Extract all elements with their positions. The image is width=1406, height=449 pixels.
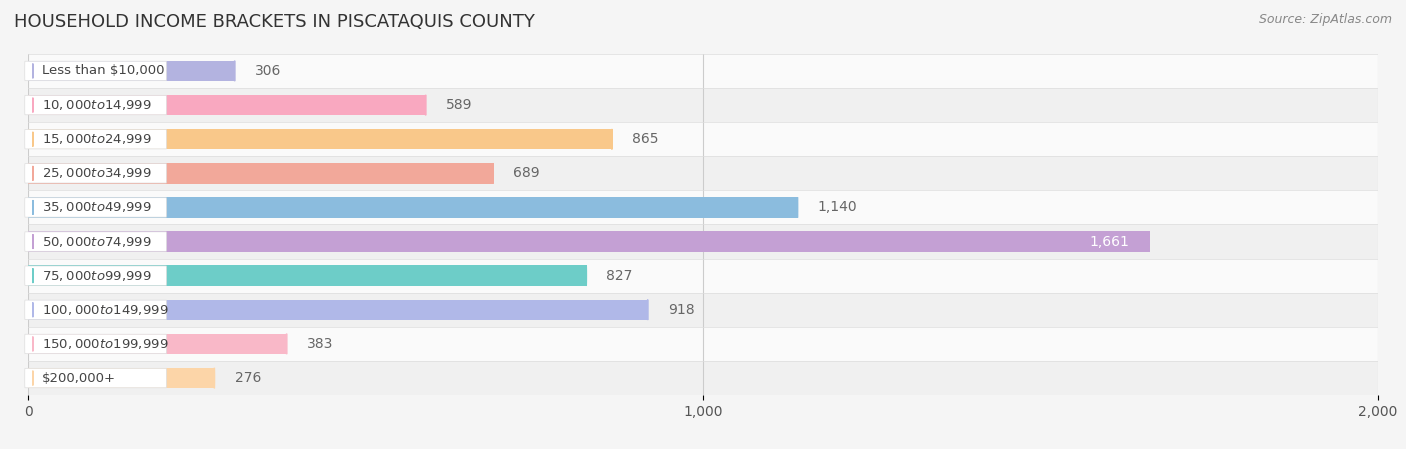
Text: Less than $10,000: Less than $10,000 [42,65,165,77]
Text: 306: 306 [254,64,281,78]
Bar [28,231,1149,252]
Bar [28,299,648,320]
Text: $200,000+: $200,000+ [42,372,117,384]
Bar [28,197,797,218]
Text: $15,000 to $24,999: $15,000 to $24,999 [42,132,152,146]
Bar [28,334,287,354]
FancyBboxPatch shape [25,129,166,149]
Text: Source: ZipAtlas.com: Source: ZipAtlas.com [1258,13,1392,26]
FancyBboxPatch shape [25,198,166,217]
Bar [28,224,1378,259]
FancyBboxPatch shape [25,163,166,183]
Text: 1,661: 1,661 [1090,234,1129,249]
Bar [28,265,586,286]
Bar [28,95,426,115]
FancyBboxPatch shape [25,61,166,81]
Bar [28,61,235,81]
Text: $75,000 to $99,999: $75,000 to $99,999 [42,269,152,283]
Bar [28,259,1378,293]
FancyBboxPatch shape [25,334,166,354]
Bar [28,54,1378,88]
Text: $150,000 to $199,999: $150,000 to $199,999 [42,337,169,351]
Bar [28,122,1378,156]
FancyBboxPatch shape [25,368,166,388]
Text: HOUSEHOLD INCOME BRACKETS IN PISCATAQUIS COUNTY: HOUSEHOLD INCOME BRACKETS IN PISCATAQUIS… [14,13,534,31]
Bar [28,190,1378,224]
Text: 865: 865 [633,132,658,146]
Text: $10,000 to $14,999: $10,000 to $14,999 [42,98,152,112]
Text: 1,140: 1,140 [818,200,858,215]
Text: $100,000 to $149,999: $100,000 to $149,999 [42,303,169,317]
Text: $35,000 to $49,999: $35,000 to $49,999 [42,200,152,215]
Bar [28,163,494,184]
FancyBboxPatch shape [25,232,166,251]
Text: 383: 383 [307,337,333,351]
Bar [28,88,1378,122]
Text: 276: 276 [235,371,262,385]
FancyBboxPatch shape [25,266,166,286]
Bar [28,361,1378,395]
Text: 827: 827 [606,269,633,283]
Text: 589: 589 [446,98,472,112]
Text: 918: 918 [668,303,695,317]
FancyBboxPatch shape [25,95,166,115]
FancyBboxPatch shape [25,300,166,320]
Bar [28,368,214,388]
Bar [28,327,1378,361]
Bar [28,156,1378,190]
Text: $25,000 to $34,999: $25,000 to $34,999 [42,166,152,180]
Text: 689: 689 [513,166,540,180]
Text: $50,000 to $74,999: $50,000 to $74,999 [42,234,152,249]
Bar [28,293,1378,327]
Bar [28,129,612,150]
